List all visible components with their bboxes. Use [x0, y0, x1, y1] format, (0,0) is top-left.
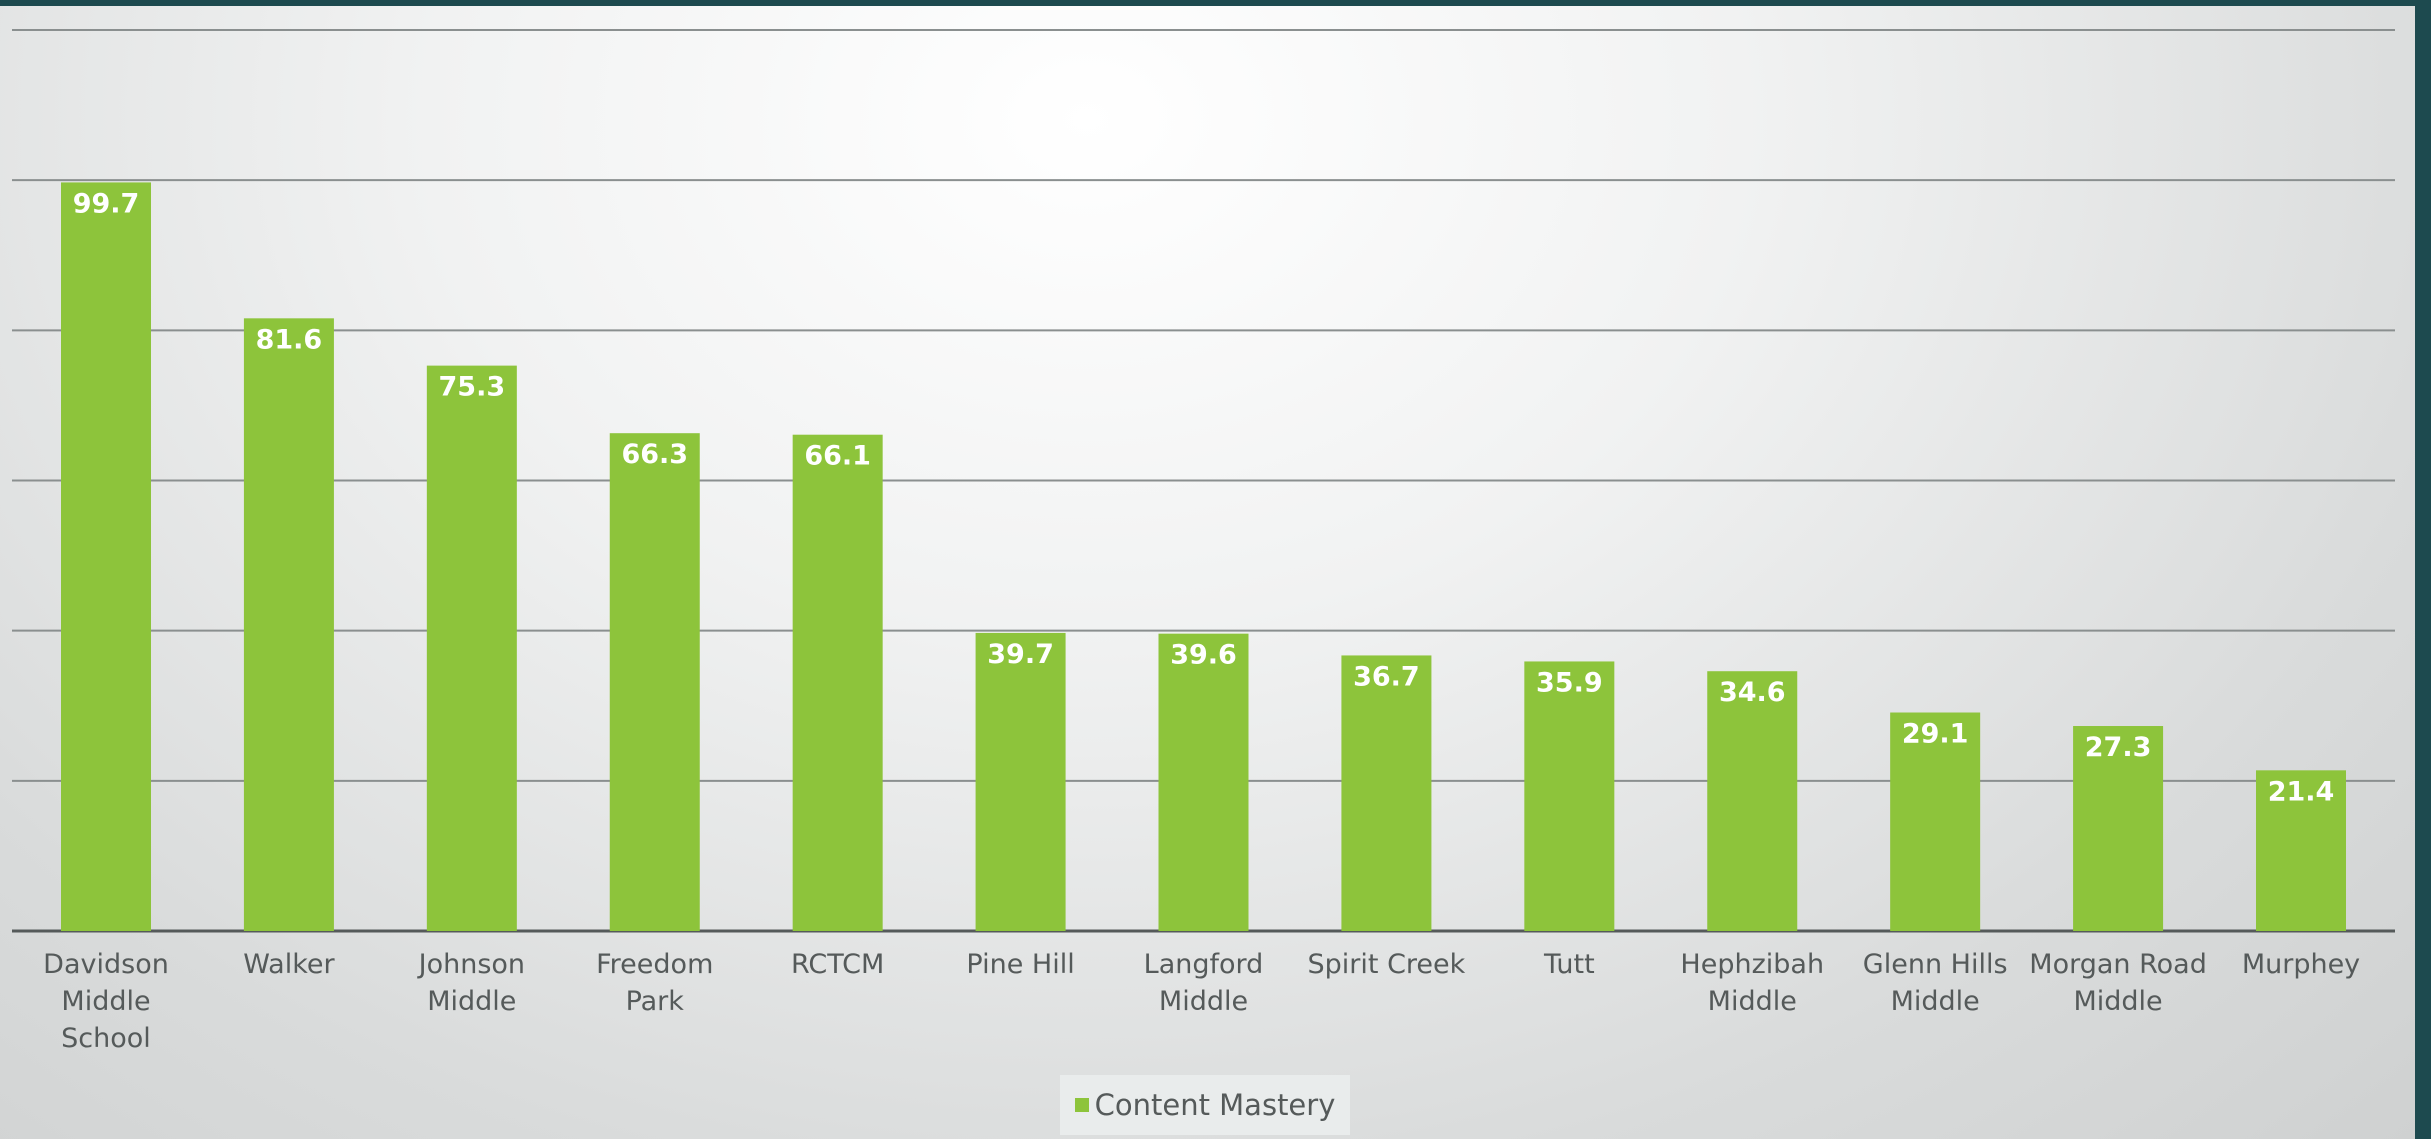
bar	[1341, 655, 1432, 931]
bar	[61, 182, 151, 931]
value-labels: 99.7 81.6 75.3 66.3 66.1 39.7 39.6 36.7 35.9 34.6…	[73, 188, 2335, 807]
category-label: Walker	[243, 949, 335, 980]
bar-value-label: 35.9	[1536, 667, 1603, 698]
bar	[792, 434, 883, 931]
bar	[243, 318, 334, 931]
category-label: Spirit Creek	[1308, 949, 1466, 980]
category-label: Hephzibah	[1680, 949, 1824, 980]
category-label: Pine Hill	[966, 949, 1074, 980]
category-label: Morgan Road	[2029, 949, 2207, 980]
category-label: RCTCM	[791, 949, 884, 980]
category-label: Langford	[1144, 949, 1264, 980]
bar-value-label: 29.1	[1902, 719, 1969, 750]
bar-value-label: 81.6	[256, 324, 323, 355]
bar	[609, 433, 700, 931]
legend-label: Content Mastery	[1094, 1088, 1336, 1122]
bar-value-label: 39.6	[1170, 640, 1237, 671]
bar-value-label: 66.1	[804, 441, 871, 472]
bar	[2073, 726, 2164, 931]
bar	[975, 632, 1066, 931]
legend: Content Mastery	[1060, 1075, 1350, 1135]
category-label: Middle	[1159, 986, 1248, 1017]
bar-value-label: 66.3	[621, 439, 688, 470]
plot-background	[0, 6, 2415, 1139]
category-label: Middle	[2073, 986, 2162, 1017]
category-label: Glenn Hills	[1863, 949, 2008, 980]
bar	[1890, 712, 1981, 931]
category-label: Middle	[1708, 986, 1797, 1017]
bar	[426, 365, 517, 931]
category-label: Tutt	[1543, 949, 1595, 980]
bar-value-label: 39.7	[987, 639, 1054, 670]
category-label: Johnson	[417, 949, 525, 980]
category-label: Middle	[1891, 986, 1980, 1017]
bar-value-label: 75.3	[439, 372, 506, 403]
bar	[1524, 661, 1615, 931]
category-label: Murphey	[2242, 949, 2360, 980]
legend-swatch	[1074, 1098, 1089, 1112]
category-label: Middle	[427, 986, 516, 1017]
category-label: Middle	[61, 986, 150, 1017]
bar	[1707, 671, 1798, 931]
bar-value-label: 21.4	[2268, 776, 2335, 807]
bar	[2256, 770, 2346, 931]
bar-value-label: 99.7	[73, 188, 140, 219]
bars	[61, 182, 2346, 931]
category-label: School	[61, 1023, 151, 1054]
bar-value-label: 34.6	[1719, 677, 1786, 708]
bar-value-label: 36.7	[1353, 661, 1420, 692]
category-label: Park	[626, 986, 685, 1017]
bar-value-label: 27.3	[2085, 732, 2152, 763]
category-labels: Davidson Middle School Walker Johnson Middle F…	[43, 949, 2360, 1054]
category-label: Davidson	[43, 949, 169, 980]
category-label: Freedom	[596, 949, 713, 980]
bar	[1158, 633, 1249, 931]
